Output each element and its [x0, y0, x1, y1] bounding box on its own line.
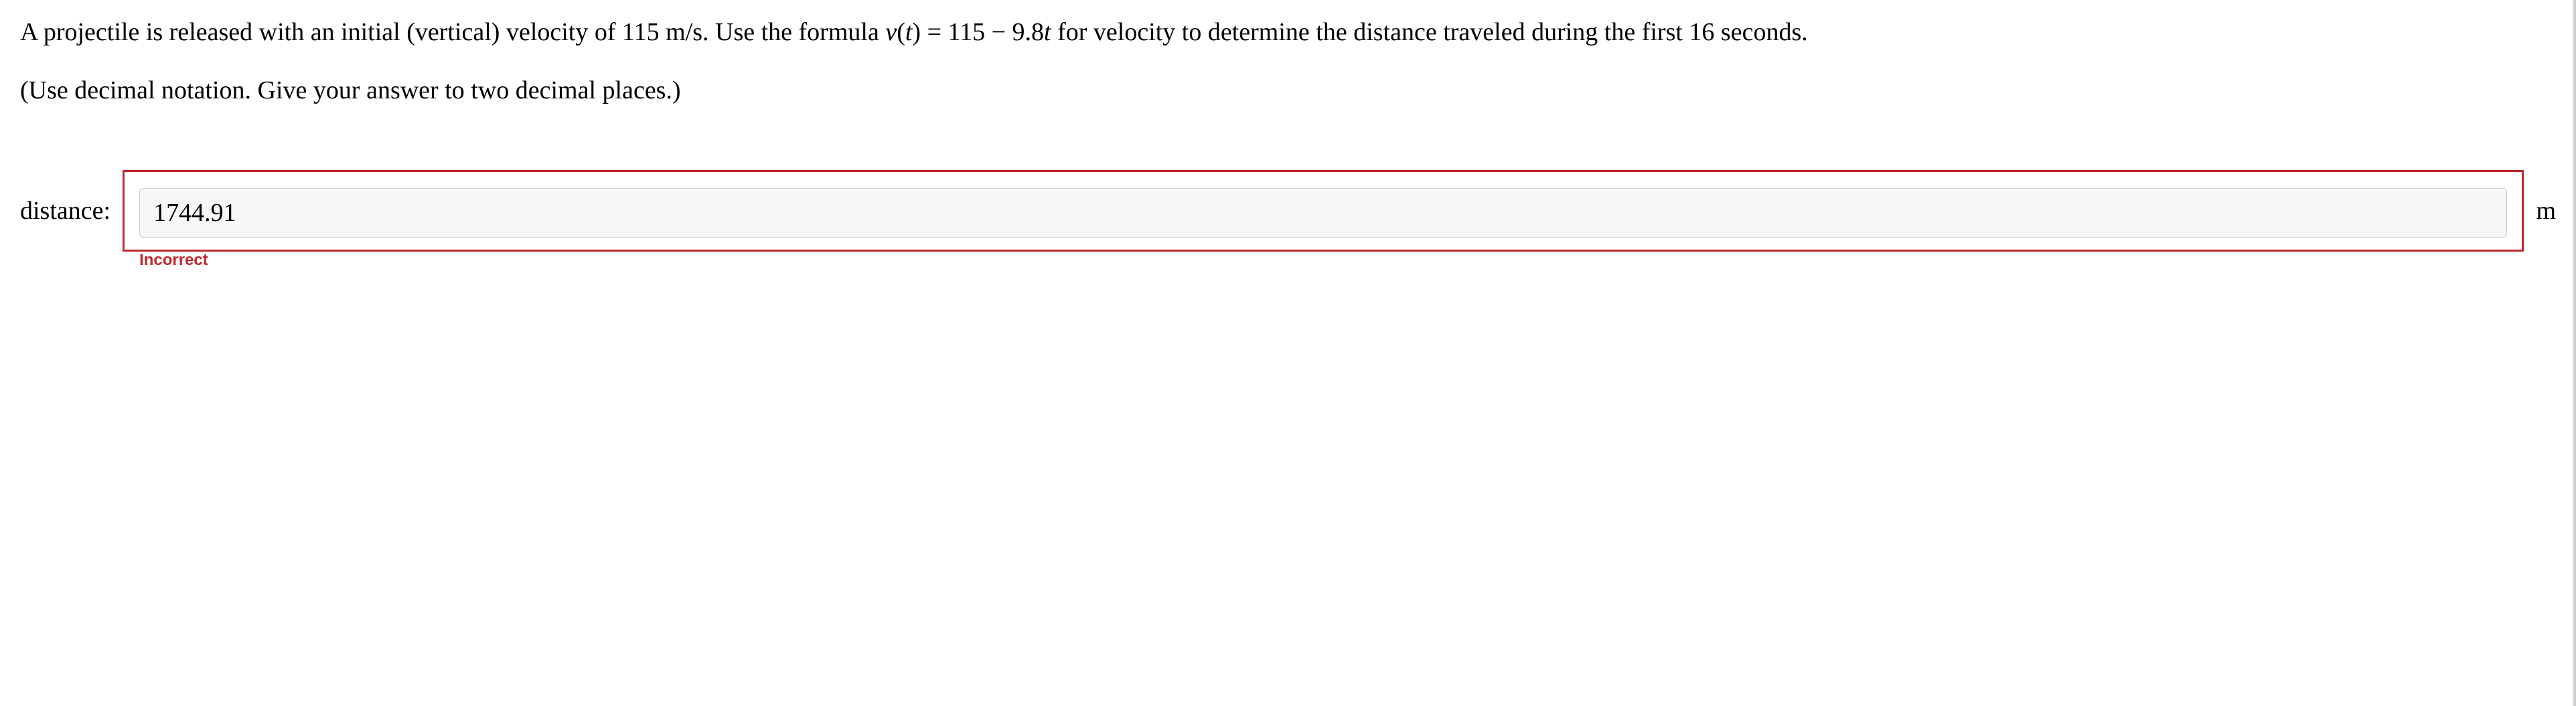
answer-box-wrapper: Incorrect [123, 170, 2524, 252]
answer-row: distance: Incorrect m [20, 170, 2556, 252]
question-text: A projectile is released with an initial… [20, 13, 2556, 52]
unit-label: m [2536, 192, 2556, 230]
formula-v: v [885, 18, 897, 46]
formula-mid: ) = 115 − 9.8 [912, 18, 1044, 46]
formula-t2: t [1044, 18, 1051, 46]
scrollbar-track[interactable] [2573, 0, 2576, 706]
formula-paren-open: ( [897, 18, 905, 46]
question-part1: A projectile is released with an initial… [20, 18, 885, 46]
answer-label: distance: [20, 192, 110, 230]
question-part2: for velocity to determine the distance t… [1051, 18, 1808, 46]
instruction-text: (Use decimal notation. Give your answer … [20, 72, 2556, 110]
feedback-text: Incorrect [139, 248, 208, 272]
formula-t1: t [905, 18, 913, 46]
distance-input[interactable] [139, 188, 2507, 238]
